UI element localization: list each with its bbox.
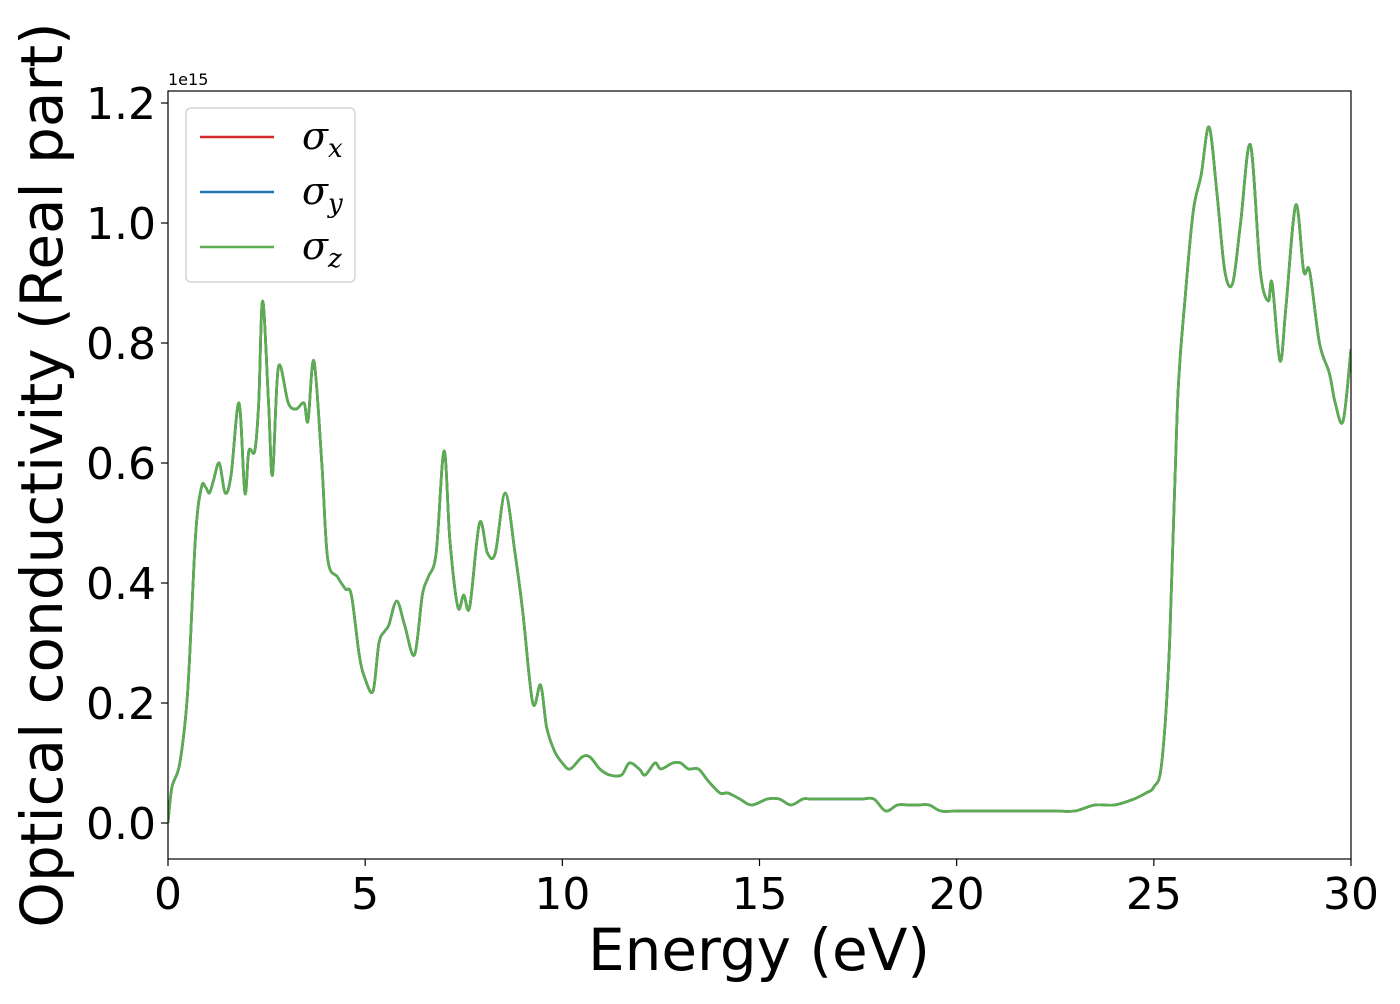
plot-frame — [167, 90, 1352, 860]
y-tick-label: 0.4 — [86, 559, 156, 610]
tick-layer: 0 5 10 15 20 25 30 0.0 0.2 0.4 0.6 0.8 1.0 1.2 — [86, 79, 1379, 920]
x-tick-label: 25 — [1126, 869, 1182, 920]
x-tick-label: 0 — [154, 869, 182, 920]
x-tick-label: 20 — [929, 869, 985, 920]
x-tick-label: 15 — [732, 869, 788, 920]
y-offset-text: 1e15 — [168, 70, 208, 89]
legend-label-x: σx — [302, 114, 343, 164]
y-tick-label: 0.8 — [86, 319, 156, 370]
y-tick-label: 1.2 — [86, 79, 156, 130]
x-tick-label: 10 — [534, 869, 590, 920]
legend-label-z: σz — [302, 224, 342, 274]
y-axis-title: Optical conductivity (Real part) — [8, 22, 76, 927]
y-tick-label: 0.0 — [86, 799, 156, 850]
y-tick-label: 0.6 — [86, 439, 156, 490]
series-line-z — [168, 125, 1351, 824]
legend-label-y: σy — [302, 169, 343, 219]
plot-layer — [168, 125, 1351, 824]
x-tick-label: 5 — [351, 869, 379, 920]
legend-box — [185, 107, 356, 283]
x-tick-label: 30 — [1323, 869, 1379, 920]
y-tick-label: 1.0 — [86, 199, 156, 250]
x-axis-title: Energy (eV) — [588, 916, 930, 984]
y-tick-label: 0.2 — [86, 679, 156, 730]
